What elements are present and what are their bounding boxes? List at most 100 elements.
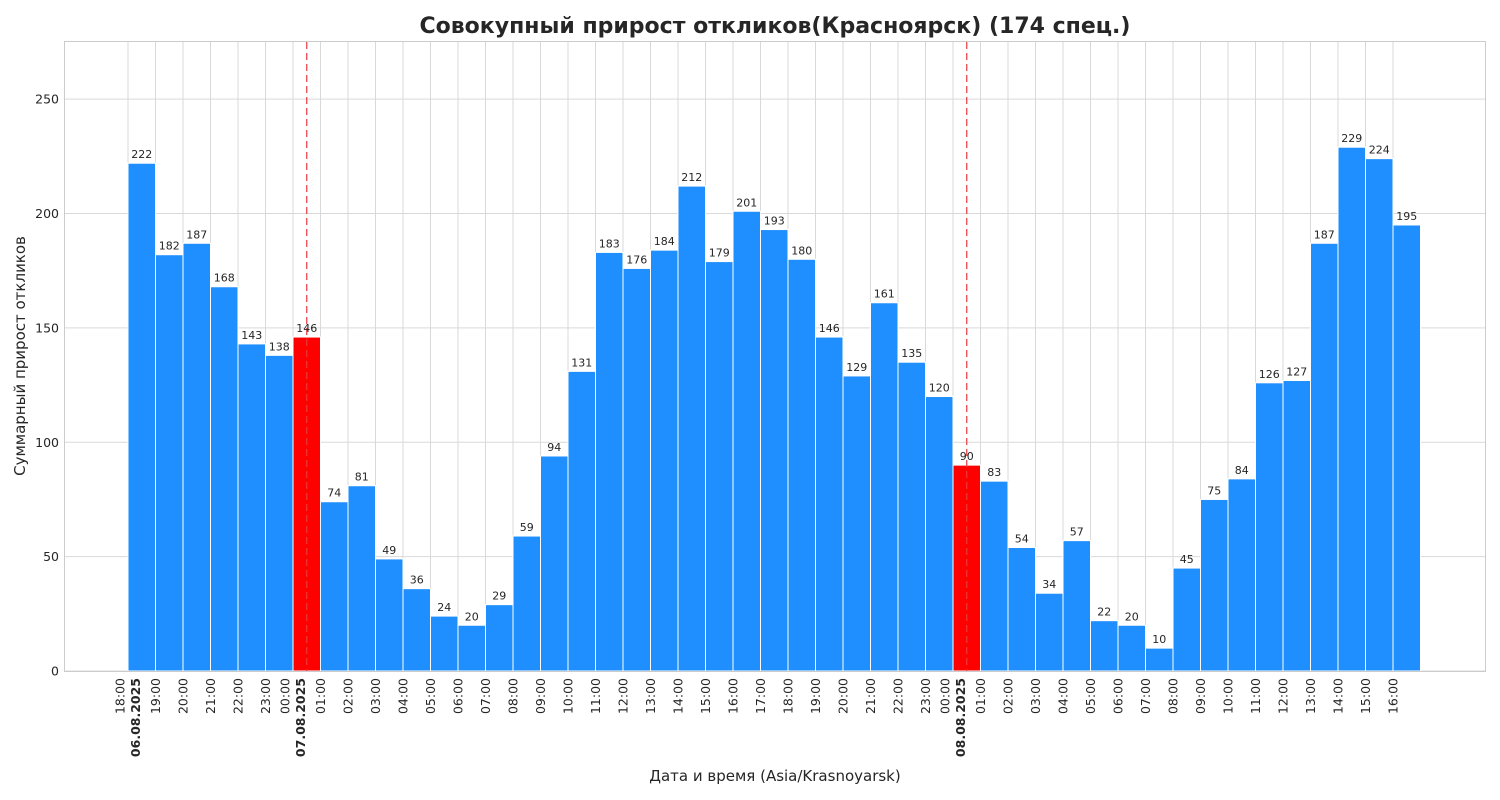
x-tick-label: 14:00 [1331,678,1346,714]
bar [705,261,734,672]
day-boundary-lines [306,42,968,671]
bar [1282,380,1311,672]
y-axis-label: Суммарный прирост откликов [11,236,29,476]
x-tick-label: 01:00 [973,678,988,714]
x-tick-label: 10:00 [561,678,576,714]
bar [925,396,954,672]
bar [622,267,651,672]
bar-value-label: 49 [382,544,396,557]
bar-value-label: 90 [960,450,974,463]
y-tick-label: 50 [43,549,59,564]
bar-value-label: 94 [547,441,561,454]
x-tick-label: 01:00 [313,678,328,714]
bar [1227,478,1256,672]
x-tick-label: 20:00 [176,678,191,714]
bar [127,162,156,672]
bars [127,146,1421,672]
bar [897,361,926,672]
bar [1090,620,1119,672]
bar-value-label: 195 [1396,210,1417,223]
bar-value-label: 81 [355,471,369,484]
chart-title: Совокупный прирост откликов(Красноярск) … [420,14,1131,39]
x-tick-label: 16:00 [726,678,741,714]
bar-value-label: 59 [520,521,534,534]
bar [1062,540,1091,672]
bar-value-label: 187 [1314,228,1335,241]
x-tick-label: 19:00 [148,678,163,714]
bar [1145,647,1174,672]
x-tick-label: 22:00 [231,678,246,714]
bar-value-label: 138 [269,340,290,353]
bar [320,501,349,672]
x-tick-label: 10:00 [1221,678,1236,714]
bar-value-label: 57 [1070,526,1084,539]
bar-value-label: 176 [626,253,647,266]
x-tick-label: 00:00 [278,678,293,714]
plot-frame [64,41,1486,672]
bar-value-label: 183 [599,237,620,250]
bar-value-label: 83 [987,466,1001,479]
x-tick-label: 04:00 [1056,678,1071,714]
bar [540,455,569,672]
bar [787,258,816,672]
bar [512,535,541,672]
y-tick-label: 0 [51,664,59,679]
x-tick-label: 23:00 [258,678,273,714]
x-axis-label: Дата и время (Asia/Krasnoyarsk) [649,767,900,785]
bar-value-label: 24 [437,601,451,614]
bar-value-label: 126 [1259,368,1280,381]
x-tick-label: 21:00 [203,678,218,714]
x-tick-label: 05:00 [1083,678,1098,714]
bar-value-label: 22 [1097,606,1111,619]
bar-value-label: 45 [1180,553,1194,566]
bar-value-label: 193 [764,215,785,228]
bar-value-label: 135 [901,347,922,360]
x-tick-label: 12:00 [1276,678,1291,714]
bar-value-label: 161 [874,288,895,301]
x-tick-label: 13:00 [643,678,658,714]
bar-value-label: 180 [791,244,812,257]
bar-value-label: 131 [571,356,592,369]
bar-value-label: 120 [929,382,950,395]
x-tick-label: 02:00 [341,678,356,714]
x-tick-label: 20:00 [836,678,851,714]
bar-value-label: 34 [1042,578,1056,591]
bar [1117,624,1146,672]
y-tick-label: 250 [35,92,59,107]
x-tick-label: 16:00 [1386,678,1401,714]
x-tick-label: 12:00 [616,678,631,714]
x-tick-label: 22:00 [891,678,906,714]
bar [760,229,789,672]
bar-value-label: 146 [296,322,317,335]
bar-value-label: 75 [1207,484,1221,497]
x-tick-label: 09:00 [533,678,548,714]
bar [1337,146,1366,672]
x-tick-label: 08:00 [506,678,521,714]
bar [815,336,844,672]
x-tick-label: 15:00 [698,678,713,714]
x-tick-label: 18:00 [113,678,128,714]
x-tick-label: 14:00 [671,678,686,714]
y-tick-label: 150 [35,320,59,335]
bar [1200,498,1229,672]
x-tick-label: 07:00 [1138,678,1153,714]
x-tick-label: 08:00 [1166,678,1181,714]
bar-value-label: 20 [465,610,479,623]
y-tick-label: 100 [35,435,59,450]
x-tick-date-label: 08.08.2025 [953,678,968,757]
bar-value-label: 229 [1341,132,1362,145]
bar-value-label: 179 [709,247,730,260]
bar-value-label: 84 [1235,464,1249,477]
y-tick-label: 200 [35,206,59,221]
x-tick-label: 05:00 [423,678,438,714]
bar-value-label: 127 [1286,366,1307,379]
x-tick-label: 13:00 [1303,678,1318,714]
bar-value-label: 224 [1369,144,1390,157]
bar [1035,592,1064,672]
bar-value-label: 54 [1015,532,1029,545]
bar [567,370,596,672]
bar-value-label: 29 [492,590,506,603]
bar [402,588,431,672]
